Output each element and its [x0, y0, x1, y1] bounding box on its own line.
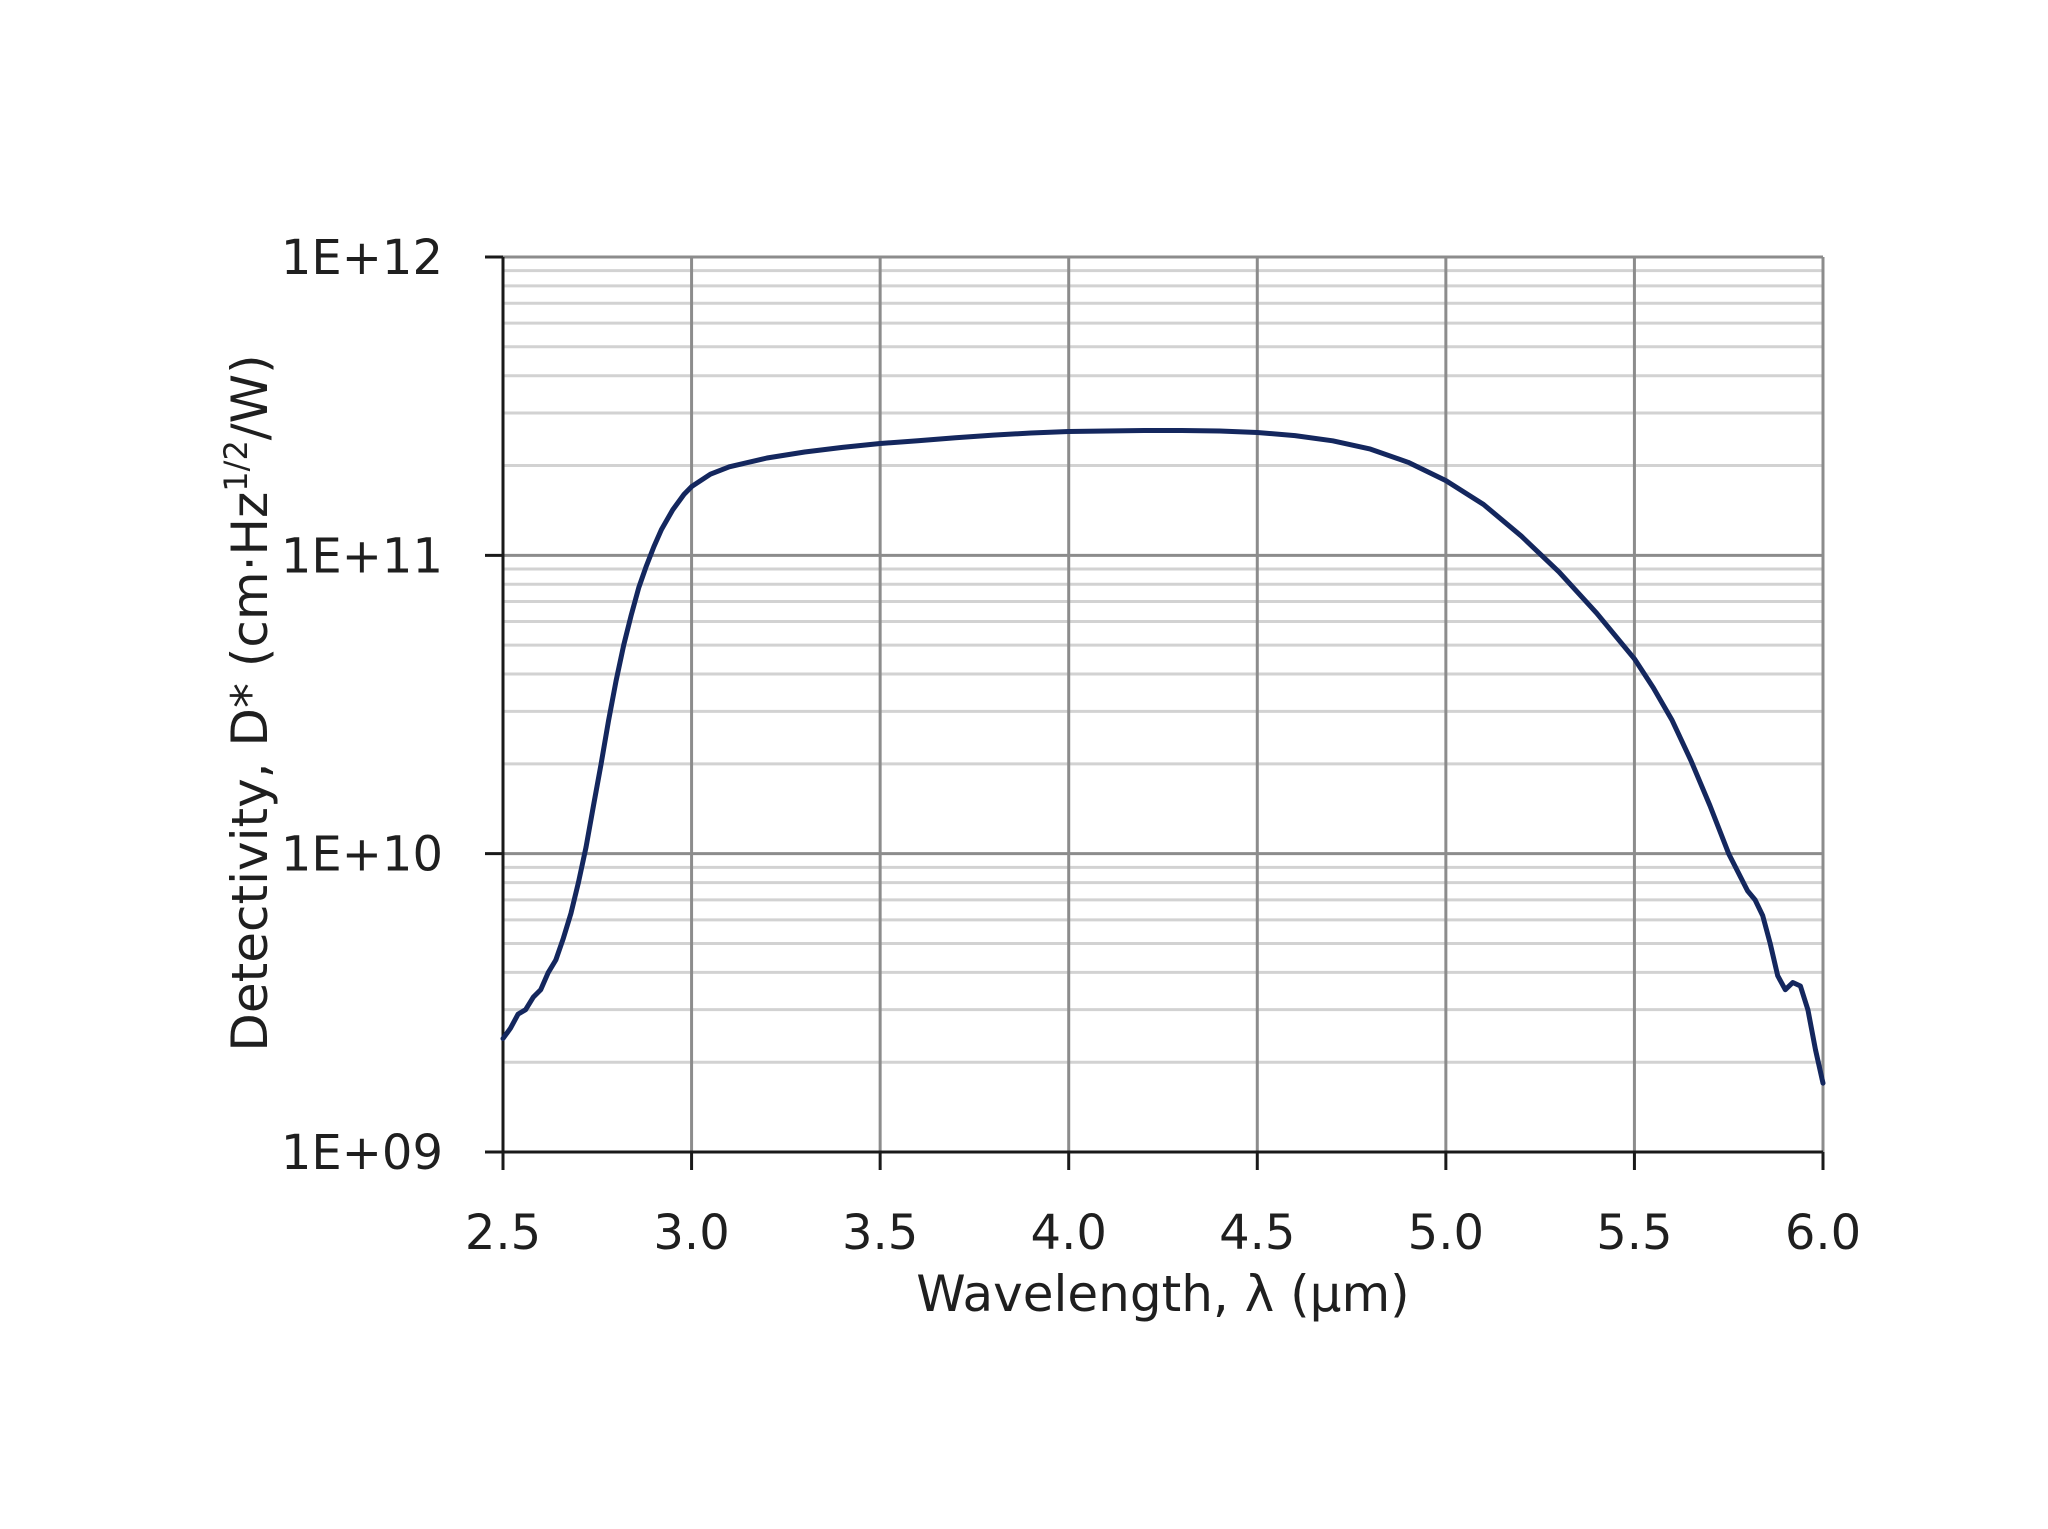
series-line-0 [500, 428, 1826, 1086]
y-tick-label: 1E+10 [281, 827, 443, 883]
y-axis-title: Detectivity, D* (cm·Hz1/2/W) [217, 354, 279, 1051]
x-tick-labels: 2.5 3.0 3.5 4.0 4.5 5.0 5.5 6.0 [465, 1205, 1861, 1261]
y-axis-title-suffix: /W) [221, 354, 279, 440]
x-tick-label: 3.5 [842, 1205, 918, 1261]
x-tick-label: 5.0 [1408, 1205, 1484, 1261]
y-tick-label: 1E+12 [281, 230, 443, 286]
x-tick-label: 6.0 [1785, 1205, 1861, 1261]
y-tick-label: 1E+11 [281, 528, 443, 584]
minor-gridlines [503, 269, 1823, 1064]
x-tick-label: 4.5 [1219, 1205, 1295, 1261]
y-tick-labels: 1E+09 1E+10 1E+11 1E+12 [281, 230, 443, 1181]
x-axis-title: Wavelength, λ (µm) [916, 1265, 1409, 1323]
x-tick-label: 4.0 [1031, 1205, 1107, 1261]
y-axis-title-main: Detectivity, D* (cm·Hz [221, 492, 279, 1052]
axes [485, 255, 1825, 1170]
major-gridlines [503, 255, 1825, 1152]
x-tick-label: 3.0 [653, 1205, 729, 1261]
y-axis-title-superscript: 1/2 [217, 440, 255, 492]
x-tick-label: 2.5 [465, 1205, 541, 1261]
x-tick-label: 5.5 [1596, 1205, 1672, 1261]
y-tick-label: 1E+09 [281, 1125, 443, 1181]
series-layer [500, 428, 1826, 1086]
